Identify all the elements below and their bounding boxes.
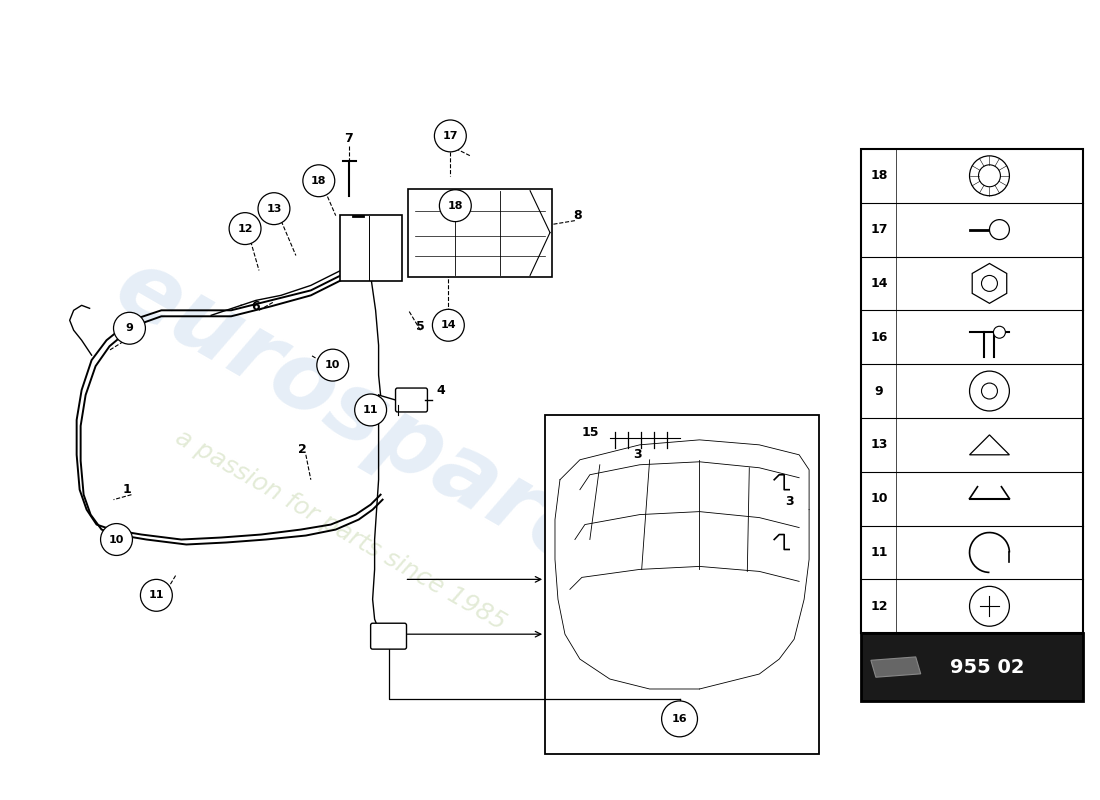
Polygon shape: [871, 657, 921, 678]
Text: 11: 11: [870, 546, 888, 559]
FancyBboxPatch shape: [861, 633, 1084, 701]
Text: 955 02: 955 02: [949, 658, 1024, 677]
Circle shape: [439, 190, 471, 222]
Circle shape: [661, 701, 697, 737]
Circle shape: [993, 326, 1005, 338]
Text: 16: 16: [870, 330, 888, 344]
Polygon shape: [972, 263, 1006, 303]
Text: 3: 3: [785, 495, 793, 508]
Text: 4: 4: [436, 383, 444, 397]
Text: 18: 18: [448, 201, 463, 210]
Circle shape: [258, 193, 290, 225]
Circle shape: [969, 586, 1010, 626]
FancyBboxPatch shape: [544, 415, 820, 754]
FancyBboxPatch shape: [396, 388, 428, 412]
Text: 12: 12: [238, 223, 253, 234]
Text: 18: 18: [870, 170, 888, 182]
Text: 6: 6: [252, 300, 261, 313]
Text: 11: 11: [363, 405, 378, 415]
Text: 16: 16: [672, 714, 688, 724]
Text: 7: 7: [344, 133, 353, 146]
Text: 3: 3: [634, 448, 642, 462]
Text: 10: 10: [326, 360, 340, 370]
FancyBboxPatch shape: [861, 149, 1084, 633]
Circle shape: [317, 349, 349, 381]
Text: 10: 10: [870, 492, 888, 505]
Text: 2: 2: [298, 443, 307, 456]
Circle shape: [981, 275, 998, 291]
Text: 9: 9: [125, 323, 133, 334]
Text: 18: 18: [311, 176, 327, 186]
Circle shape: [981, 383, 998, 399]
Text: 8: 8: [573, 209, 582, 222]
Circle shape: [100, 523, 132, 555]
Circle shape: [354, 394, 386, 426]
Text: 12: 12: [870, 600, 888, 613]
Circle shape: [302, 165, 334, 197]
Circle shape: [969, 371, 1010, 411]
Text: 10: 10: [109, 534, 124, 545]
FancyBboxPatch shape: [340, 214, 402, 282]
Text: 17: 17: [442, 131, 458, 141]
Circle shape: [979, 165, 1000, 186]
Circle shape: [229, 213, 261, 245]
Text: 1: 1: [122, 483, 131, 496]
Text: 14: 14: [440, 320, 456, 330]
Circle shape: [432, 310, 464, 342]
Circle shape: [969, 156, 1010, 196]
FancyBboxPatch shape: [371, 623, 407, 649]
Text: 14: 14: [870, 277, 888, 290]
FancyBboxPatch shape: [408, 189, 552, 278]
Text: 9: 9: [874, 385, 883, 398]
Text: 13: 13: [266, 204, 282, 214]
Text: 5: 5: [416, 320, 425, 333]
Circle shape: [141, 579, 173, 611]
Circle shape: [113, 312, 145, 344]
Text: 13: 13: [870, 438, 888, 451]
Circle shape: [990, 220, 1010, 239]
Text: a passion for parts since 1985: a passion for parts since 1985: [172, 425, 510, 634]
Circle shape: [434, 120, 466, 152]
Text: eurospares: eurospares: [99, 241, 662, 619]
Polygon shape: [969, 435, 1010, 455]
Text: 11: 11: [148, 590, 164, 600]
Text: 17: 17: [870, 223, 888, 236]
Text: 15: 15: [581, 426, 598, 439]
